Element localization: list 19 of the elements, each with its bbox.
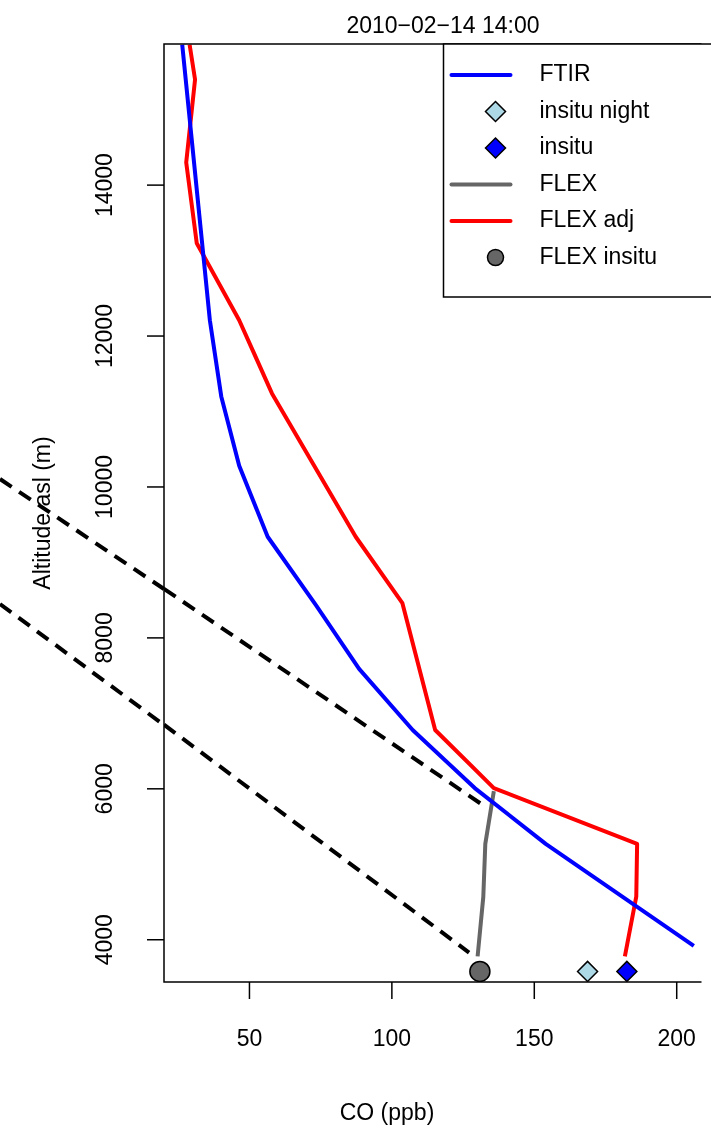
legend-label: FTIR — [539, 60, 591, 87]
y-tick-label: 8000 — [91, 612, 118, 664]
legend-label: FLEX — [539, 169, 598, 196]
y-axis-title: Altitude asl (m) — [29, 436, 56, 590]
y-tick-label: 12000 — [91, 304, 118, 369]
x-tick-label: 50 — [236, 1025, 263, 1052]
chart-title: 2010−02−14 14:00 — [346, 12, 540, 39]
y-tick-label: 10000 — [91, 454, 118, 519]
legend-label: FLEX adj — [539, 206, 635, 233]
x-tick-label: 100 — [372, 1025, 412, 1052]
x-tick-label: 150 — [515, 1025, 554, 1052]
y-tick-label: 6000 — [91, 763, 118, 815]
x-axis-title: CO (ppb) — [339, 1099, 435, 1126]
y-tick-label: 14000 — [91, 153, 118, 218]
legend-label: FLEX insitu — [539, 242, 658, 269]
x-tick-label: 200 — [657, 1025, 696, 1052]
legend-label: insitu — [539, 133, 594, 160]
legend-label: insitu night — [539, 96, 651, 123]
y-tick-label: 4000 — [91, 914, 118, 966]
